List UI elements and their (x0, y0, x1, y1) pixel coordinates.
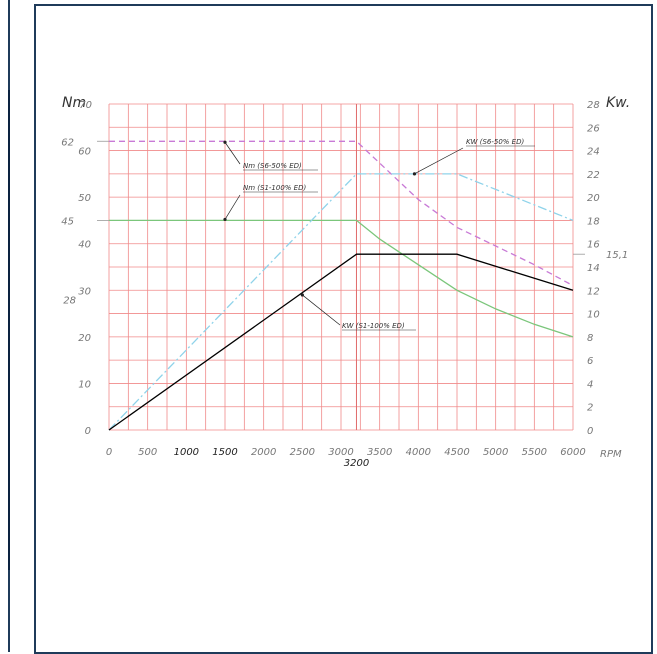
annotation-arrowhead (412, 172, 417, 176)
x-tick-label: 6000 (560, 447, 585, 458)
y-right-tick-label: 20 (587, 193, 600, 204)
y-right-axis-title: Kw. (606, 95, 630, 111)
y-right-tick-label: 14 (587, 263, 600, 274)
x-tick-label: 1500 (212, 447, 237, 458)
y-right-tick-label: 2 (587, 403, 593, 414)
x-tick-label: 1000 (174, 447, 199, 458)
annotation-label: Nm (S6-50% ED) (243, 162, 302, 170)
y-left-tick-label: 0 (85, 426, 91, 437)
annotation-arrowhead (300, 293, 304, 297)
left-border-accent (8, 90, 10, 570)
series-line-3 (108, 173, 574, 431)
y-right-tick-label: 12 (587, 286, 600, 297)
x-tick-label: 2500 (290, 447, 315, 458)
annotation-label: KW (S1-100% ED) (342, 322, 405, 330)
y-right-tick-label: 22 (587, 170, 600, 181)
label-28: 28 (63, 296, 76, 307)
y-left-tick-label: 10 (78, 379, 91, 390)
x-tick-label: 3500 (367, 447, 392, 458)
y-right-tick-label: 10 (587, 310, 600, 321)
annotation-leader (224, 194, 241, 220)
annotation-leader (224, 142, 241, 165)
y-right-tick-label: 24 (587, 147, 600, 158)
label-15-1: 15,1 (606, 250, 628, 261)
x-tick-label: 3000 (328, 447, 353, 458)
y-right-tick-label: 4 (587, 379, 593, 390)
x-axis-title: RPM (600, 449, 622, 460)
x-tick-label: 5000 (483, 447, 508, 458)
series-line-1 (109, 140, 574, 287)
annotation-leader (302, 294, 341, 326)
y-left-tick-label: 20 (78, 333, 91, 344)
annotation-arrowhead (223, 217, 227, 222)
y-left-tick-label: 40 (78, 240, 91, 251)
annotation-label: KW (S6-50% ED) (466, 138, 524, 146)
x-tick-label: 5500 (522, 447, 547, 458)
y-right-tick-label: 28 (587, 100, 600, 111)
x-tick-label: 4000 (406, 447, 431, 458)
y-right-tick-label: 18 (587, 216, 600, 227)
y-right-tick-label: 26 (587, 123, 600, 134)
x-tick-label: 2000 (251, 447, 276, 458)
y-right-tick-label: 0 (587, 426, 593, 437)
y-left-tick-label: 70 (79, 100, 92, 111)
label-62: 62 (61, 137, 74, 148)
y-right-tick-label: 16 (587, 240, 600, 251)
series-line-4 (108, 253, 574, 431)
y-left-tick-label: 50 (78, 193, 91, 204)
y-left-axis-title: Nm (62, 95, 86, 111)
annotation-arrowhead (223, 140, 227, 144)
x-tick-label: 0 (106, 447, 112, 458)
y-left-tick-label: 30 (78, 286, 91, 297)
x-tick-label: 500 (138, 447, 157, 458)
y-right-tick-label: 8 (587, 333, 593, 344)
annotation-leader (414, 147, 464, 175)
label-3200: 3200 (344, 458, 369, 469)
y-left-tick-label: 60 (78, 147, 91, 158)
x-tick-label: 4500 (444, 447, 469, 458)
label-45: 45 (61, 216, 74, 227)
annotation-label: Nm (S1-100% ED) (243, 184, 306, 192)
series-line-2 (109, 219, 574, 338)
y-right-tick-label: 6 (587, 356, 593, 367)
